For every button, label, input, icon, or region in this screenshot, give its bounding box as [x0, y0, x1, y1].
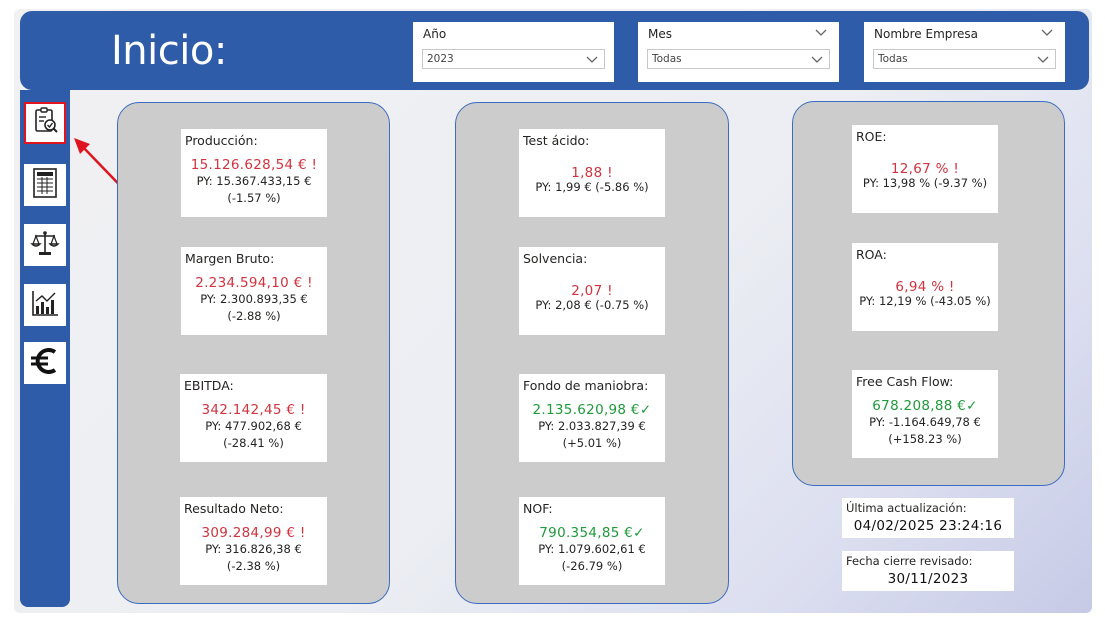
month-dropdown[interactable]: Todas — [647, 49, 830, 69]
nav-button-inicio[interactable] — [24, 102, 66, 144]
kpi-title: Producción: — [185, 133, 258, 148]
kpi-previous-year: PY: 1,99 € (-5.86 %) — [535, 180, 649, 194]
kpi-card-nof[interactable]: NOF: 790.354,85 €✓ PY: 1.079.602,61 € (-… — [519, 497, 665, 585]
kpi-value: 790.354,85 €✓ — [539, 525, 645, 541]
month-slicer-label: Mes — [648, 27, 672, 41]
nav-button-euro[interactable] — [24, 342, 66, 384]
month-dropdown-value: Todas — [652, 53, 682, 65]
kpi-previous-year: PY: -1.164.649,78 € — [869, 415, 981, 429]
last-update-label: Última actualización: — [846, 501, 967, 515]
company-dropdown[interactable]: Todas — [873, 49, 1056, 69]
kpi-previous-year: PY: 12,19 % (-43.05 %) — [859, 294, 991, 308]
kpi-title: ROA: — [856, 247, 887, 262]
nav-button-spreadsheet[interactable] — [24, 164, 66, 206]
kpi-value: 15.126.628,54 € ! — [190, 157, 318, 173]
kpi-title: ROE: — [856, 129, 887, 144]
kpi-value: 1,88 ! — [571, 165, 613, 181]
kpi-previous-year: PY: 2,08 € (-0.75 %) — [535, 298, 649, 312]
kpi-card-produccion[interactable]: Producción: 15.126.628,54 € ! PY: 15.367… — [181, 129, 327, 217]
kpi-card-test-acido[interactable]: Test ácido: 1,88 ! PY: 1,99 € (-5.86 %) — [519, 129, 665, 217]
check-icon: ✓ — [639, 402, 652, 418]
kpi-card-roa[interactable]: ROA: 6,94 % ! PY: 12,19 % (-43.05 %) — [852, 243, 998, 331]
kpi-value: 309.284,99 € ! — [201, 525, 306, 541]
kpi-card-roe[interactable]: ROE: 12,67 % ! PY: 13,98 % (-9.37 %) — [852, 125, 998, 213]
kpi-previous-year: PY: 1.079.602,61 € — [538, 542, 646, 556]
kpi-card-resultado-neto[interactable]: Resultado Neto: 309.284,99 € ! PY: 316.8… — [180, 497, 327, 585]
kpi-title: Fondo de maniobra: — [523, 378, 649, 393]
kpi-previous-year: PY: 2.033.827,39 € — [538, 419, 646, 433]
kpi-value: 2.234.594,10 € ! — [195, 275, 313, 291]
report-search-icon — [30, 106, 60, 140]
warning-icon: ! — [607, 165, 613, 181]
warning-icon: ! — [299, 525, 306, 541]
chevron-down-icon — [811, 56, 823, 64]
kpi-change: (-26.79 %) — [561, 559, 623, 573]
month-slicer[interactable]: Mes Todas — [638, 22, 839, 82]
kpi-title: Test ácido: — [523, 133, 590, 148]
company-slicer[interactable]: Nombre Empresa Todas — [864, 22, 1065, 82]
nav-button-charts[interactable] — [24, 284, 66, 326]
spreadsheet-icon — [30, 167, 60, 203]
close-date-label: Fecha cierre revisado: — [846, 554, 973, 568]
kpi-card-ebitda[interactable]: EBITDA: 342.142,45 € ! PY: 477.902,68 € … — [180, 374, 327, 462]
warning-icon: ! — [307, 275, 313, 291]
kpi-value: 678.208,88 €✓ — [872, 398, 978, 414]
page-title: Inicio: — [111, 28, 227, 74]
warning-icon: ! — [948, 279, 955, 295]
bar-chart-icon — [30, 288, 60, 322]
euro-icon — [28, 344, 62, 382]
check-icon: ✓ — [966, 398, 978, 414]
kpi-value: 2.135.620,98 €✓ — [532, 402, 652, 418]
kpi-value: 12,67 % ! — [890, 161, 960, 177]
kpi-value: 6,94 % ! — [895, 279, 955, 295]
kpi-previous-year: PY: 316.826,38 € — [205, 542, 302, 556]
kpi-title: Resultado Neto: — [184, 501, 284, 516]
kpi-change: (-1.57 %) — [227, 191, 281, 205]
chevron-down-icon — [586, 56, 598, 64]
kpi-change: (-2.88 %) — [227, 309, 281, 323]
nav-button-balance[interactable] — [24, 224, 66, 266]
kpi-value: 342.142,45 € ! — [201, 402, 306, 418]
warning-icon: ! — [953, 161, 960, 177]
kpi-title: EBITDA: — [184, 378, 234, 393]
last-update-value: 04/02/2025 23:24:16 — [853, 518, 1003, 534]
year-dropdown-value: 2023 — [427, 53, 454, 65]
close-date-box: Fecha cierre revisado: 30/11/2023 — [842, 551, 1014, 591]
kpi-change: (-2.38 %) — [226, 559, 281, 573]
kpi-value: 2,07 ! — [571, 283, 613, 299]
last-update-box: Última actualización: 04/02/2025 23:24:1… — [842, 498, 1014, 538]
warning-icon: ! — [311, 157, 318, 173]
chevron-down-icon — [1037, 56, 1049, 64]
kpi-title: Margen Bruto: — [185, 251, 275, 266]
kpi-card-margen-bruto[interactable]: Margen Bruto: 2.234.594,10 € ! PY: 2.300… — [181, 247, 327, 335]
kpi-card-free-cash-flow[interactable]: Free Cash Flow: 678.208,88 €✓ PY: -1.164… — [852, 370, 998, 458]
kpi-previous-year: PY: 15.367.433,15 € — [196, 174, 312, 188]
kpi-title: Free Cash Flow: — [856, 374, 954, 389]
year-slicer[interactable]: Año 2023 — [413, 22, 614, 82]
balance-scale-icon — [30, 228, 60, 262]
kpi-change: (-28.41 %) — [223, 436, 284, 450]
kpi-card-solvencia[interactable]: Solvencia: 2,07 ! PY: 2,08 € (-0.75 %) — [519, 247, 665, 335]
kpi-previous-year: PY: 477.902,68 € — [205, 419, 302, 433]
chevron-down-icon[interactable] — [815, 29, 827, 37]
kpi-change: (+158.23 %) — [888, 432, 962, 446]
company-dropdown-value: Todas — [878, 53, 908, 65]
kpi-previous-year: PY: 13,98 % (-9.37 %) — [862, 176, 988, 190]
company-slicer-label: Nombre Empresa — [874, 27, 979, 41]
year-dropdown[interactable]: 2023 — [422, 49, 605, 69]
kpi-previous-year: PY: 2.300.893,35 € — [200, 292, 308, 306]
chevron-down-icon[interactable] — [1041, 29, 1053, 37]
kpi-change: (+5.01 %) — [562, 436, 622, 450]
kpi-card-fondo-maniobra[interactable]: Fondo de maniobra: 2.135.620,98 €✓ PY: 2… — [519, 374, 665, 462]
year-slicer-label: Año — [423, 27, 447, 41]
kpi-title: NOF: — [523, 501, 553, 516]
warning-icon: ! — [299, 402, 306, 418]
close-date-value: 30/11/2023 — [887, 571, 969, 587]
kpi-title: Solvencia: — [523, 251, 588, 266]
warning-icon: ! — [607, 283, 613, 299]
check-icon: ✓ — [633, 525, 645, 541]
